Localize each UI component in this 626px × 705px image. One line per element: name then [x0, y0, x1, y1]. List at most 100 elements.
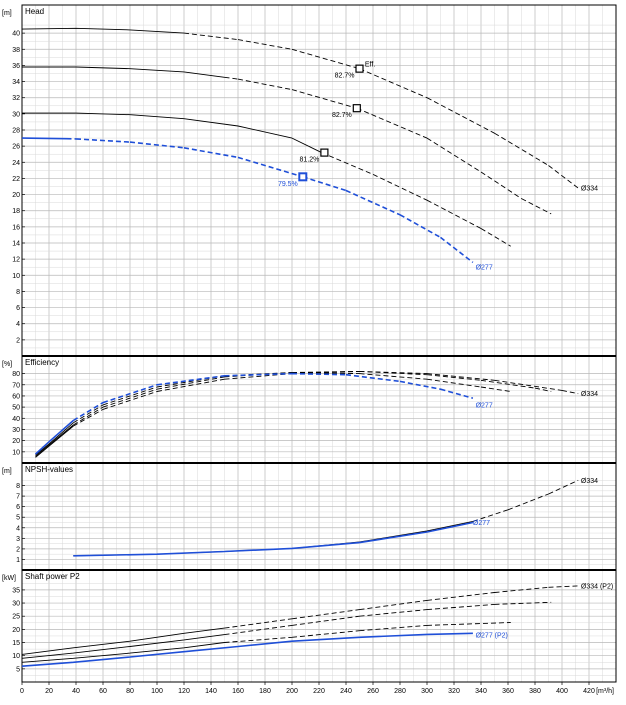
x-tick-label: 300	[421, 688, 433, 695]
x-tick-label: 200	[286, 688, 298, 695]
curve-solid	[21, 137, 67, 140]
curve-solid	[73, 521, 474, 557]
y-tick-label: 5	[16, 666, 20, 673]
efficiency-label: 81.2%	[300, 157, 320, 164]
y-axis-unit: [%]	[2, 361, 12, 368]
frames-layer	[21, 4, 617, 685]
y-tick-label: 18	[12, 208, 20, 215]
y-tick-label: 32	[12, 95, 20, 102]
curve-dashed	[183, 32, 579, 189]
curve-solid	[21, 627, 225, 655]
panel-title: Efficiency	[25, 358, 59, 367]
curve-dashed	[73, 370, 579, 427]
curve-dashed	[224, 601, 552, 636]
y-tick-label: 50	[12, 405, 20, 412]
x-tick-label: 280	[394, 688, 406, 695]
x-tick-label: 420	[583, 688, 595, 695]
y-tick-label: 6	[16, 504, 20, 511]
y-tick-label: 30	[12, 427, 20, 434]
efficiency-label: 82.7%	[332, 112, 352, 119]
x-tick-label: 80	[126, 688, 134, 695]
curve-dashed	[472, 479, 579, 522]
y-tick-label: 20	[12, 627, 20, 634]
y-tick-label: 8	[16, 483, 20, 490]
curve-solid	[35, 422, 74, 456]
x-axis-unit: [m³/h]	[596, 688, 614, 695]
y-tick-label: 70	[12, 382, 20, 389]
labels-layer: Head[m]246810121416182022242628303234363…	[2, 7, 614, 695]
x-tick-label: 400	[556, 688, 568, 695]
x-tick-label: 120	[178, 688, 190, 695]
x-tick-label: 60	[99, 688, 107, 695]
x-tick-label: 260	[367, 688, 379, 695]
x-tick-label: 380	[529, 688, 541, 695]
curve-solid	[21, 642, 225, 663]
panel-title: NPSH-values	[25, 465, 73, 474]
y-tick-label: 30	[12, 111, 20, 118]
y-tick-label: 40	[12, 31, 20, 38]
y-tick-label: 4	[16, 525, 20, 532]
y-tick-label: 10	[12, 273, 20, 280]
curve-solid	[35, 425, 74, 458]
y-tick-label: 10	[12, 449, 20, 456]
curve-solid	[22, 112, 320, 152]
markers-layer	[298, 64, 364, 182]
curve-solid	[35, 424, 74, 457]
y-tick-label: 1	[16, 557, 20, 564]
y-tick-label: 36	[12, 63, 20, 70]
curve-annotation: Ø334	[581, 391, 598, 398]
y-tick-label: 38	[12, 47, 20, 54]
y-tick-label: 60	[12, 393, 20, 400]
x-tick-label: 340	[475, 688, 487, 695]
y-tick-label: 20	[12, 438, 20, 445]
y-tick-label: 24	[12, 160, 20, 167]
efficiency-marker	[355, 64, 364, 73]
y-tick-label: 16	[12, 224, 20, 231]
x-tick-label: 360	[502, 688, 514, 695]
x-tick-label: 160	[232, 688, 244, 695]
x-tick-label: 180	[259, 688, 271, 695]
curve-annotation: Ø277	[476, 402, 493, 409]
curve-annotation: Ø277 (P2)	[476, 633, 508, 640]
curve-annotation: Ø334 (P2)	[581, 583, 613, 590]
efficiency-label: 82.7%	[335, 73, 355, 80]
y-tick-label: 22	[12, 176, 20, 183]
grid-layer	[22, 5, 616, 682]
y-tick-label: 25	[12, 614, 20, 621]
y-tick-label: 28	[12, 128, 20, 135]
y-tick-label: 8	[16, 289, 20, 296]
x-tick-label: 320	[448, 688, 460, 695]
efficiency-marker	[352, 104, 361, 113]
curve-solid	[21, 632, 473, 667]
y-tick-label: 2	[16, 546, 20, 553]
y-axis-unit: [m]	[2, 468, 12, 475]
y-tick-label: 30	[12, 601, 20, 608]
y-axis-unit: [m]	[2, 10, 12, 17]
x-tick-label: 40	[72, 688, 80, 695]
y-tick-label: 14	[12, 241, 20, 248]
y-tick-label: 80	[12, 371, 20, 378]
y-tick-label: 4	[16, 321, 20, 328]
y-tick-label: 6	[16, 305, 20, 312]
curve-annotation: Eff.	[365, 61, 375, 68]
y-tick-label: 34	[12, 79, 20, 86]
curve-annotation: Ø277	[473, 520, 490, 527]
curve-solid	[21, 634, 225, 659]
curve-dashed	[318, 150, 511, 247]
curve-solid	[34, 419, 74, 455]
panel-title: Head	[25, 7, 44, 16]
y-tick-label: 10	[12, 653, 20, 660]
curve-dashed	[66, 137, 474, 264]
y-tick-label: 40	[12, 416, 20, 423]
x-tick-label: 140	[205, 688, 217, 695]
curve-annotation: Ø334	[581, 478, 598, 485]
y-tick-label: 7	[16, 494, 20, 501]
x-tick-label: 220	[313, 688, 325, 695]
curve-solid	[21, 27, 185, 34]
x-tick-label: 0	[20, 688, 24, 695]
efficiency-marker	[320, 148, 329, 157]
x-tick-label: 100	[151, 688, 163, 695]
efficiency-marker	[298, 172, 308, 182]
x-tick-label: 20	[45, 688, 53, 695]
